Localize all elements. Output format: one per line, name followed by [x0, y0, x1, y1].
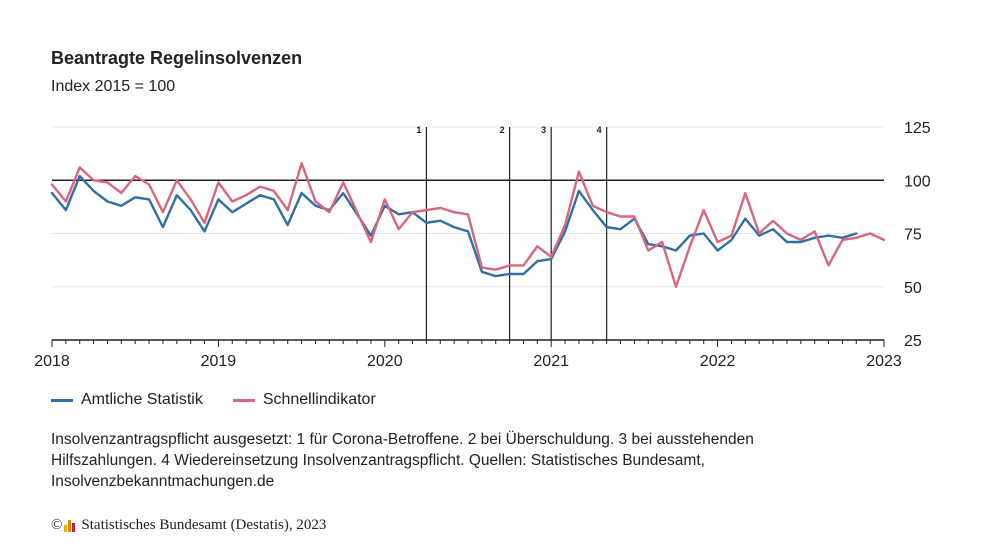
y-tick-label-25: 25: [904, 333, 922, 350]
x-tick-label-2020: 2020: [367, 353, 403, 370]
y-tick-label-125: 125: [904, 120, 931, 137]
event-marker-label-1: 1: [416, 125, 421, 135]
legend-label-amtliche-statistik: Amtliche Statistik: [81, 391, 203, 408]
x-tick-label-2018: 2018: [34, 353, 70, 370]
legend-swatch-amtliche-statistik: [51, 398, 73, 402]
footnote: Insolvenzantragspflicht ausgesetzt: 1 fü…: [51, 431, 754, 490]
event-marker-label-4: 4: [597, 125, 602, 135]
legend: Amtliche Statistik Schnellindikator: [51, 391, 406, 409]
legend-swatch-schnellindikator: [232, 398, 255, 402]
x-tick-label-2021: 2021: [533, 353, 569, 370]
y-tick-label-100: 100: [904, 173, 931, 190]
legend-item-amtliche-statistik: Amtliche Statistik: [51, 391, 203, 409]
event-marker-label-3: 3: [541, 125, 546, 135]
x-tick-label-2022: 2022: [700, 353, 736, 370]
y-tick-label-75: 75: [904, 227, 922, 244]
copyright-text: Statistisches Bundesamt (Destatis), 2023: [81, 517, 327, 533]
chart-subtitle: Index 2015 = 100: [51, 78, 176, 95]
copyright-icon: ©: [51, 517, 63, 533]
event-markers: 1 2 3 4: [416, 125, 608, 340]
y-axis-labels: 25 50 75 100 125: [904, 120, 931, 350]
series-lines: [50, 161, 886, 288]
chart-title: Beantragte Regelinsolvenzen: [51, 48, 303, 68]
legend-label-schnellindikator: Schnellindikator: [262, 391, 376, 408]
destatis-logo-icon: [64, 519, 76, 532]
event-marker-label-2: 2: [500, 125, 505, 135]
legend-item-schnellindikator: Schnellindikator: [232, 391, 376, 409]
copyright: © Statistisches Bundesamt (Destatis), 20…: [51, 517, 326, 534]
y-tick-label-50: 50: [904, 280, 922, 297]
series-line-amtliche-statistik: [50, 174, 858, 278]
series-line-schnellindikator: [50, 161, 886, 288]
x-axis: 2018 2019 2020 2021 2022 2023: [34, 339, 902, 370]
x-tick-label-2023: 2023: [866, 353, 902, 370]
x-tick-label-2019: 2019: [201, 353, 237, 370]
